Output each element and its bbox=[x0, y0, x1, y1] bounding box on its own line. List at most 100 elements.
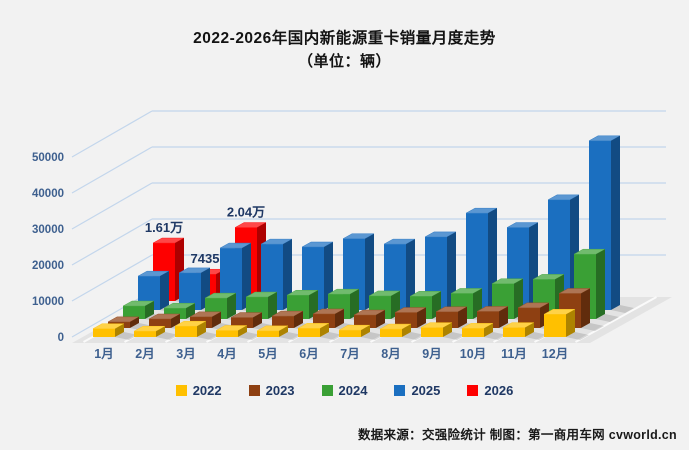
bar-side-face bbox=[443, 322, 452, 337]
legend-item-2025: 2025 bbox=[394, 383, 440, 398]
floor-grid-line bbox=[575, 296, 657, 343]
x-axis-tick-label: 6月 bbox=[299, 347, 318, 361]
y-axis-tick-label: 50000 bbox=[32, 152, 64, 164]
legend-label: 2023 bbox=[265, 383, 295, 398]
data-annotation: 1.61万 bbox=[145, 220, 183, 235]
bar-shadow bbox=[361, 332, 384, 340]
x-axis-tick-label: 11月 bbox=[501, 347, 527, 361]
bar-2022-7月 bbox=[339, 330, 361, 337]
legend-label: 2024 bbox=[338, 383, 368, 398]
bar-shadow bbox=[320, 332, 343, 340]
bar-side-face bbox=[171, 314, 180, 328]
bar-side-face bbox=[611, 135, 620, 310]
bar-side-face bbox=[335, 308, 344, 328]
gridline-slope bbox=[71, 146, 153, 194]
bar-side-face bbox=[145, 301, 154, 319]
legend-swatch bbox=[394, 385, 406, 396]
bar-2022-10月 bbox=[462, 328, 484, 337]
legend-item-2022: 2022 bbox=[175, 383, 222, 398]
bar-shadow bbox=[238, 332, 261, 340]
bar-shadow bbox=[525, 332, 548, 340]
bar-shadow bbox=[581, 323, 604, 331]
bar-side-face bbox=[566, 309, 575, 337]
bar-side-face bbox=[283, 239, 292, 310]
bar-side-face bbox=[197, 321, 206, 337]
legend-label: 2026 bbox=[484, 383, 514, 398]
x-axis-tick-label: 8月 bbox=[381, 347, 400, 361]
bar-side-face bbox=[361, 325, 370, 337]
bar-side-face bbox=[279, 325, 288, 337]
bar-side-face bbox=[115, 323, 124, 337]
bar-2022-1月 bbox=[93, 328, 115, 337]
bar-shadow bbox=[197, 332, 220, 340]
bar-2023-2月 bbox=[149, 319, 171, 328]
bar-side-face bbox=[406, 239, 415, 310]
bar-2022-12月 bbox=[544, 314, 566, 337]
bar-2022-11月 bbox=[503, 327, 525, 337]
x-axis-tick-label: 10月 bbox=[460, 347, 486, 361]
legend-item-2024: 2024 bbox=[321, 383, 368, 398]
bar-side-face bbox=[238, 325, 247, 337]
chart-title: 2022-2026年国内新能源重卡销量月度走势 bbox=[193, 30, 496, 47]
source-text: 数据来源：交强险统计 制图：第一商用车网 cvworld.cn bbox=[357, 428, 677, 442]
legend-swatch bbox=[248, 385, 260, 396]
bar-shadow bbox=[611, 305, 634, 313]
x-axis-tick-label: 7月 bbox=[340, 347, 359, 361]
bar-side-face bbox=[365, 233, 374, 310]
bar-2024-1月 bbox=[123, 306, 145, 319]
bar-2022-5月 bbox=[257, 330, 279, 337]
bar-side-face bbox=[350, 289, 359, 319]
bar-side-face bbox=[268, 292, 277, 319]
bar-shadow bbox=[402, 332, 425, 340]
bar-2025-2月 bbox=[179, 272, 201, 310]
bar-2025-9月 bbox=[466, 213, 488, 310]
bar-2022-3月 bbox=[175, 326, 197, 337]
bar-shadow bbox=[484, 332, 507, 340]
bar-side-face bbox=[447, 231, 456, 310]
bar-side-face bbox=[376, 310, 385, 328]
bar-side-face bbox=[294, 311, 303, 328]
bar-side-face bbox=[499, 306, 508, 328]
x-axis-tick-label: 2月 bbox=[135, 347, 154, 361]
bar-2022-8月 bbox=[380, 329, 402, 337]
bar-side-face bbox=[320, 323, 329, 337]
bar-side-face bbox=[253, 312, 262, 328]
bar-2022-9月 bbox=[421, 327, 443, 337]
bar-shadow bbox=[566, 332, 589, 340]
bar-shadow bbox=[279, 332, 302, 340]
bar-side-face bbox=[581, 288, 590, 328]
bar-side-face bbox=[242, 243, 251, 310]
bar-2023-5月 bbox=[272, 316, 294, 328]
bar-shadow bbox=[596, 314, 619, 322]
data-annotation: 7435 bbox=[191, 251, 220, 266]
bar-2022-4月 bbox=[216, 330, 238, 337]
data-annotation: 2.04万 bbox=[227, 205, 265, 220]
bar-2022-6月 bbox=[298, 328, 320, 337]
gridline-slope bbox=[71, 182, 153, 230]
bar-side-face bbox=[402, 324, 411, 337]
x-axis-tick-label: 4月 bbox=[217, 347, 236, 361]
bar-side-face bbox=[309, 290, 318, 319]
y-axis-tick-label: 40000 bbox=[32, 188, 64, 200]
bar-2023-7月 bbox=[354, 315, 376, 328]
legend-item-2023: 2023 bbox=[248, 383, 295, 398]
bar-side-face bbox=[596, 249, 605, 319]
y-axis-tick-label: 30000 bbox=[32, 224, 64, 236]
x-axis-tick-label: 5月 bbox=[258, 347, 277, 361]
legend-label: 2025 bbox=[411, 383, 441, 398]
bar-2022-2月 bbox=[134, 331, 156, 337]
bar-shadow bbox=[443, 332, 466, 340]
bar-side-face bbox=[484, 323, 493, 337]
bar-side-face bbox=[458, 306, 467, 328]
legend-swatch bbox=[321, 385, 333, 396]
y-axis-tick-label: 0 bbox=[58, 332, 64, 344]
chart-subtitle: （单位：辆） bbox=[297, 53, 391, 70]
gridline-slope bbox=[71, 110, 153, 158]
gridline-slope bbox=[71, 254, 153, 302]
y-axis-tick-label: 20000 bbox=[32, 260, 64, 272]
bar-shadow bbox=[156, 332, 179, 340]
legend-item-2026: 2026 bbox=[467, 383, 513, 398]
gridline-slope bbox=[71, 218, 153, 266]
